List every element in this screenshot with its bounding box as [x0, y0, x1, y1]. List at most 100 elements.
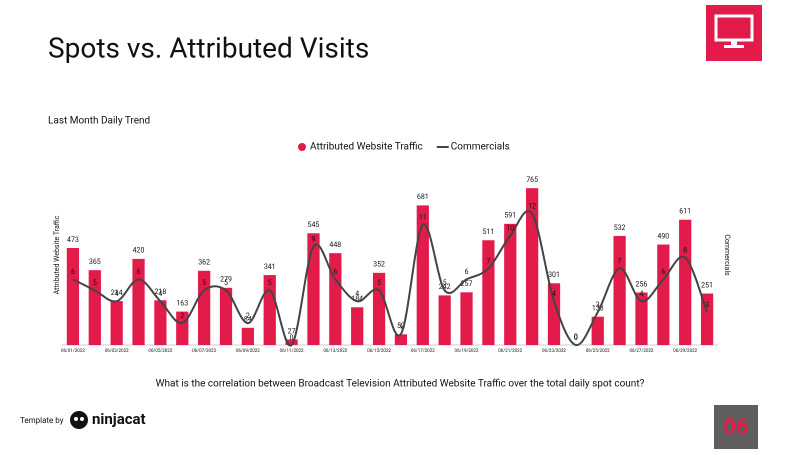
chart: Attributed Website Traffic Commercials 06/… — [53, 141, 731, 355]
x-tick-label: 06/11/2022 — [280, 348, 304, 354]
x-tick-label: 06/17/2022 — [411, 348, 435, 354]
bar — [482, 240, 495, 345]
line-value-label: 4 — [552, 290, 556, 298]
line-value-label: 2 — [246, 312, 250, 320]
bar-value-label: 362 — [198, 259, 210, 267]
line-value-label: 12 — [528, 203, 536, 211]
bar — [591, 316, 604, 345]
bar — [438, 295, 451, 345]
line-value-label: 1 — [399, 323, 403, 331]
bar-value-label: 545 — [308, 221, 320, 229]
bar — [154, 300, 167, 345]
y2-axis-label: Commercials — [723, 234, 731, 276]
monitor-icon — [706, 5, 762, 61]
bar-value-label: 218 — [154, 288, 166, 296]
brand-logo — [70, 411, 88, 429]
legend-marker — [298, 143, 306, 151]
line-value-label: 5 — [268, 279, 272, 287]
bar-value-label: 765 — [526, 176, 538, 184]
line-value-label: 9 — [311, 235, 315, 243]
bar — [110, 301, 123, 345]
line-value-label: 5 — [202, 279, 206, 287]
bar-value-label: 184 — [351, 295, 363, 303]
bar-value-label: 681 — [417, 193, 429, 201]
x-tick-label: 06/27/2022 — [629, 348, 653, 354]
bar-value-label: 0 — [574, 333, 578, 341]
x-tick-label: 06/19/2022 — [455, 348, 479, 354]
x-tick-label: 06/07/2022 — [192, 348, 216, 354]
bar-value-label: 611 — [679, 208, 691, 216]
bar — [679, 219, 692, 345]
line — [72, 210, 708, 347]
line-value-label: 4 — [158, 290, 162, 298]
legend-label: Commercials — [451, 142, 510, 153]
line-value-label: 7 — [486, 257, 490, 265]
line-value-label: 5 — [377, 279, 381, 287]
question: What is the correlation between Broadcas… — [156, 378, 645, 390]
bar — [66, 248, 80, 345]
bar — [526, 188, 539, 345]
x-tick-label: 06/15/2022 — [367, 348, 391, 354]
x-tick-label: 06/23/2022 — [542, 348, 566, 354]
x-tick-label: 06/13/2022 — [323, 348, 347, 354]
line-value-label: 6 — [333, 268, 337, 276]
bar-value-label: 352 — [373, 261, 385, 269]
x-tick-label: 06/01/2022 — [61, 348, 85, 354]
line-value-label: 6 — [71, 268, 75, 276]
bar-value-label: 251 — [701, 281, 713, 289]
bar-value-label: 420 — [133, 247, 145, 255]
y-axis-label: Attributed Website Traffic — [53, 215, 61, 294]
bar-value-label: 532 — [614, 224, 626, 232]
line-value-label: 6 — [137, 268, 141, 276]
line-value-label: 0 — [574, 334, 578, 342]
legend-label: Attributed Website Traffic — [310, 141, 423, 153]
line-value-label: 11 — [419, 214, 427, 222]
bar-value-label: 52 — [397, 322, 405, 330]
subtitle: Last Month Daily Trend — [48, 116, 150, 127]
bar — [329, 253, 342, 345]
x-tick-label: 06/25/2022 — [586, 348, 610, 354]
line-value-label: 5 — [93, 279, 97, 287]
line-value-label: 4 — [355, 290, 359, 298]
bar-value-label: 242 — [439, 283, 451, 291]
line-value-label: 3 — [596, 301, 600, 309]
bar — [372, 272, 386, 345]
line-value-label: 4 — [639, 290, 643, 298]
bar-value-label: 256 — [636, 280, 648, 288]
line-value-label: 6 — [465, 268, 469, 276]
bar-value-label: 448 — [329, 241, 341, 249]
line-value-label: 3 — [705, 301, 709, 309]
x-tick-label: 06/05/2022 — [148, 348, 172, 354]
bar-value-label: 279 — [220, 276, 232, 284]
line-value-label: 0 — [290, 334, 294, 342]
bar-value-label: 473 — [67, 236, 79, 244]
line-value-label: 5 — [224, 279, 228, 287]
line-value-label: 5 — [443, 279, 447, 287]
bar — [504, 223, 517, 345]
bar-value-label: 511 — [482, 228, 494, 236]
bar — [351, 307, 364, 345]
bar — [416, 205, 429, 345]
bar-value-label: 138 — [592, 305, 604, 313]
bar — [219, 287, 233, 345]
line-value-label: 7 — [618, 257, 622, 265]
page-number: 06 — [723, 415, 748, 440]
x-tick-label: 06/03/2022 — [105, 348, 129, 354]
bar — [635, 292, 648, 345]
bar — [657, 244, 670, 345]
bar-value-label: 27 — [288, 327, 296, 335]
line-value-label: 2 — [180, 312, 184, 320]
slide-title: Spots vs. Attributed Visits — [48, 31, 369, 64]
brand: ninjacat — [92, 410, 146, 428]
bar — [460, 292, 473, 345]
bar — [613, 235, 626, 345]
line-value-label: 8 — [683, 246, 687, 254]
line-value-label: 4 — [115, 290, 119, 298]
bar-value-label: 214 — [111, 289, 123, 297]
bar — [241, 327, 254, 345]
bar-value-label: 257 — [461, 280, 473, 288]
x-tick-label: 06/09/2022 — [236, 348, 260, 354]
bar — [285, 339, 298, 345]
bar-value-label: 84 — [244, 316, 252, 324]
